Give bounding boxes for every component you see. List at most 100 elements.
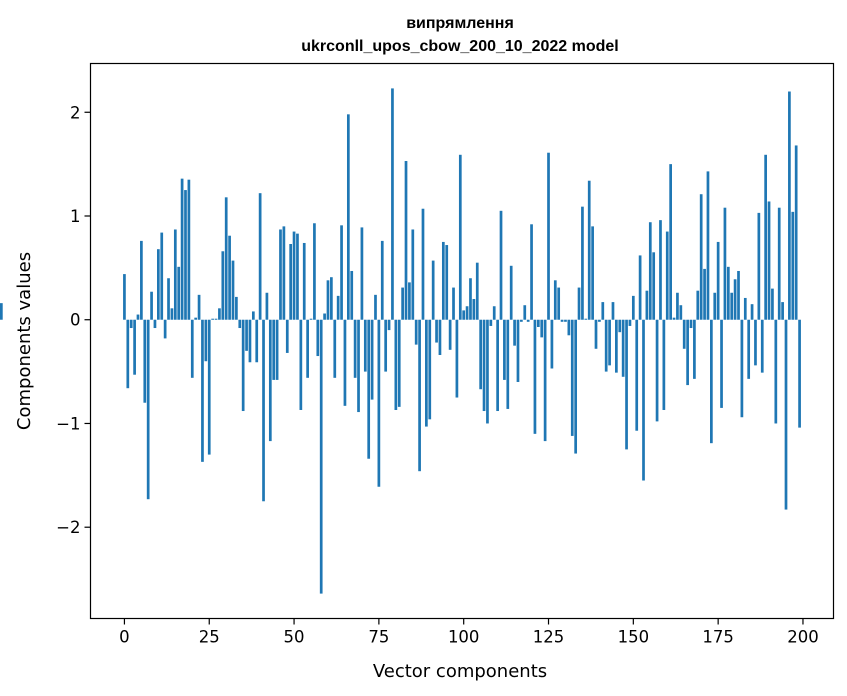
chart-title-line1: випрямлення [406,15,514,32]
bar [733,279,737,320]
bar [245,319,248,351]
bar [268,319,272,442]
bar [547,152,550,320]
bar [374,294,377,320]
y-tick-label: 1 [70,207,81,226]
bar [615,319,618,373]
bar [262,319,265,502]
bar [384,319,388,372]
y-tick-label: −2 [56,518,80,537]
bar [435,319,438,343]
bar [523,305,527,320]
bar [506,319,510,409]
bar [360,227,364,320]
bar [591,226,594,320]
bar [726,266,730,320]
bar [336,295,340,320]
bar [533,319,537,434]
bar [536,319,540,327]
bar [540,319,544,338]
bar [760,319,764,373]
bar [255,319,259,363]
bar [129,319,133,329]
bar [197,294,201,320]
bar [248,319,252,363]
bar [272,319,276,380]
bar [238,319,242,329]
bar [306,319,309,378]
x-tick-label: 200 [787,628,819,647]
bar [241,319,245,412]
bar [275,319,279,380]
x-tick-label: 25 [199,628,220,647]
bar [784,319,788,510]
bar [0,303,3,320]
bar [458,154,462,320]
bar [577,287,581,320]
bar [180,178,184,320]
bar [570,319,574,436]
bar [126,319,130,389]
bar [699,194,703,320]
bar [564,319,567,322]
bar [693,319,696,379]
bar [710,319,713,444]
bar [204,319,208,362]
bar [146,319,150,500]
bar [323,313,326,320]
bar [170,308,174,320]
bar [550,319,554,369]
bar [798,319,801,428]
bar [788,91,791,320]
bar [167,278,170,320]
bar [296,233,299,320]
bar [628,319,632,326]
bar [123,274,126,320]
bar [333,319,337,378]
bar [418,319,421,472]
bar [387,319,391,331]
bar [747,319,751,379]
y-axis-ticks: −2 −1 0 1 2 [56,103,91,537]
bar [469,278,472,320]
bar [465,306,469,320]
bar [187,179,191,320]
bar [665,231,669,320]
bar [723,207,727,320]
bar [401,287,404,320]
bar [682,319,686,349]
bar [472,298,476,320]
bar [516,319,520,382]
bar [604,319,608,372]
bar [520,319,523,322]
bar [496,319,499,412]
bar [669,164,672,320]
x-tick-label: 175 [702,628,734,647]
y-tick-label: −1 [56,414,80,433]
bar [153,319,157,329]
bar [631,295,635,320]
bar [343,319,347,406]
bar [380,240,384,320]
bar [299,319,303,410]
bar [184,190,187,320]
x-tick-label: 75 [368,628,389,647]
bar [655,319,659,422]
bar [543,319,547,442]
bar [313,223,316,320]
bar [530,224,533,320]
bar [330,277,333,320]
bar [503,319,506,380]
bar [136,314,140,320]
bar [224,197,228,320]
bar [425,319,428,427]
x-axis-ticks: 0 25 50 75 100 125 150 175 200 [119,618,819,647]
bar [431,260,435,320]
bar [652,252,656,320]
bar [194,317,198,320]
x-tick-label: 100 [448,628,480,647]
bar [581,206,584,320]
bar [676,292,679,320]
bar [587,180,591,320]
bar [645,290,649,320]
